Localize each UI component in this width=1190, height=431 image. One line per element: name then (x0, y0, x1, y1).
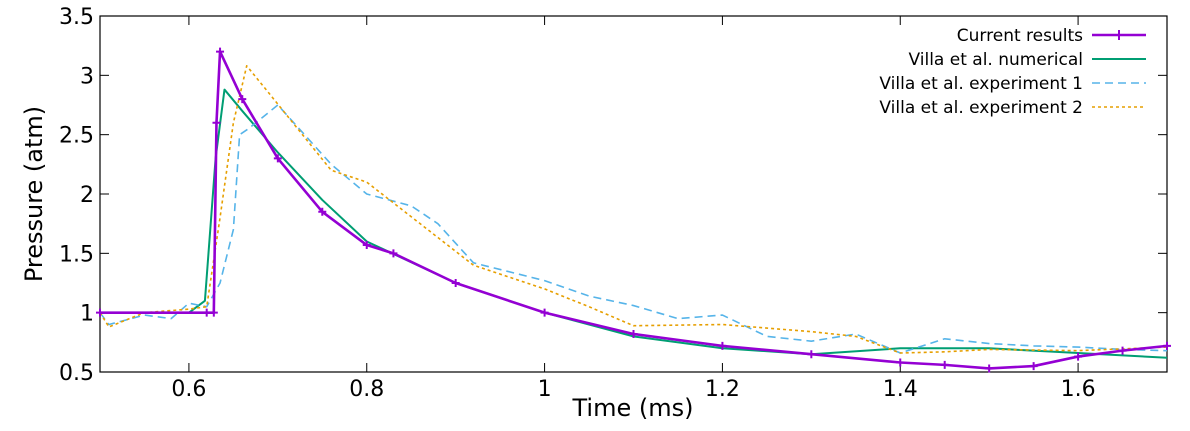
x-axis-title: Time (ms) (572, 394, 694, 422)
data-point-marker (985, 364, 994, 373)
axis-ticks: 0.6 0.8 1 1.2 1.4 1.6 0.5 1 1.5 2 2.5 3 3.5 (59, 5, 1167, 402)
data-point-marker (238, 95, 247, 104)
data-point-marker (96, 308, 104, 317)
y-tick-label: 1.5 (59, 242, 94, 267)
data-point-marker (896, 358, 905, 367)
data-point-marker (718, 341, 727, 350)
data-point-marker (202, 308, 211, 317)
data-point-marker (318, 207, 327, 216)
data-point-marker (1163, 341, 1171, 350)
x-tick-label: 0.8 (349, 377, 384, 402)
data-point-marker (451, 279, 460, 287)
x-tick-label: 1.2 (705, 377, 740, 402)
y-tick-label: 2 (80, 183, 94, 208)
y-tick-label: 3 (80, 64, 94, 89)
legend-label: Villa et al. numerical (909, 50, 1084, 70)
y-tick-label: 0.5 (59, 361, 94, 386)
x-tick-label: 1 (538, 377, 552, 402)
data-point-marker (540, 308, 549, 317)
legend: Current results Villa et al. numerical Vil… (879, 26, 1146, 118)
legend-label: Villa et al. experiment 2 (879, 98, 1083, 118)
y-tick-label: 1 (80, 302, 94, 327)
data-point-marker (1074, 352, 1083, 361)
data-point-marker (212, 118, 221, 127)
data-point-marker (1029, 362, 1038, 371)
series-line-current-results (100, 50, 1168, 370)
x-tick-label: 1.6 (1061, 377, 1096, 402)
data-point-marker (1118, 346, 1127, 355)
series-layer (96, 47, 1171, 373)
series-line-villa-et-al-experiment-1 (99, 104, 1168, 354)
legend-label: Current results (957, 26, 1083, 46)
data-point-marker (389, 249, 398, 258)
y-tick-label: 2.5 (59, 124, 94, 149)
data-point-marker (209, 308, 218, 317)
data-point-marker (807, 350, 816, 359)
legend-label: Villa et al. experiment 1 (879, 74, 1083, 94)
x-tick-label: 1.4 (883, 377, 918, 402)
data-point-marker (216, 47, 225, 56)
data-point-marker (940, 360, 949, 369)
legend-marker (1114, 30, 1124, 40)
series-line-villa-et-al-experiment-2 (99, 65, 1168, 354)
y-axis-title: Pressure (atm) (20, 106, 48, 282)
data-point-marker (273, 154, 282, 163)
data-point-marker (629, 330, 638, 339)
y-tick-label: 3.5 (59, 5, 94, 30)
x-tick-label: 0.6 (171, 377, 206, 402)
data-point-marker (362, 241, 371, 250)
